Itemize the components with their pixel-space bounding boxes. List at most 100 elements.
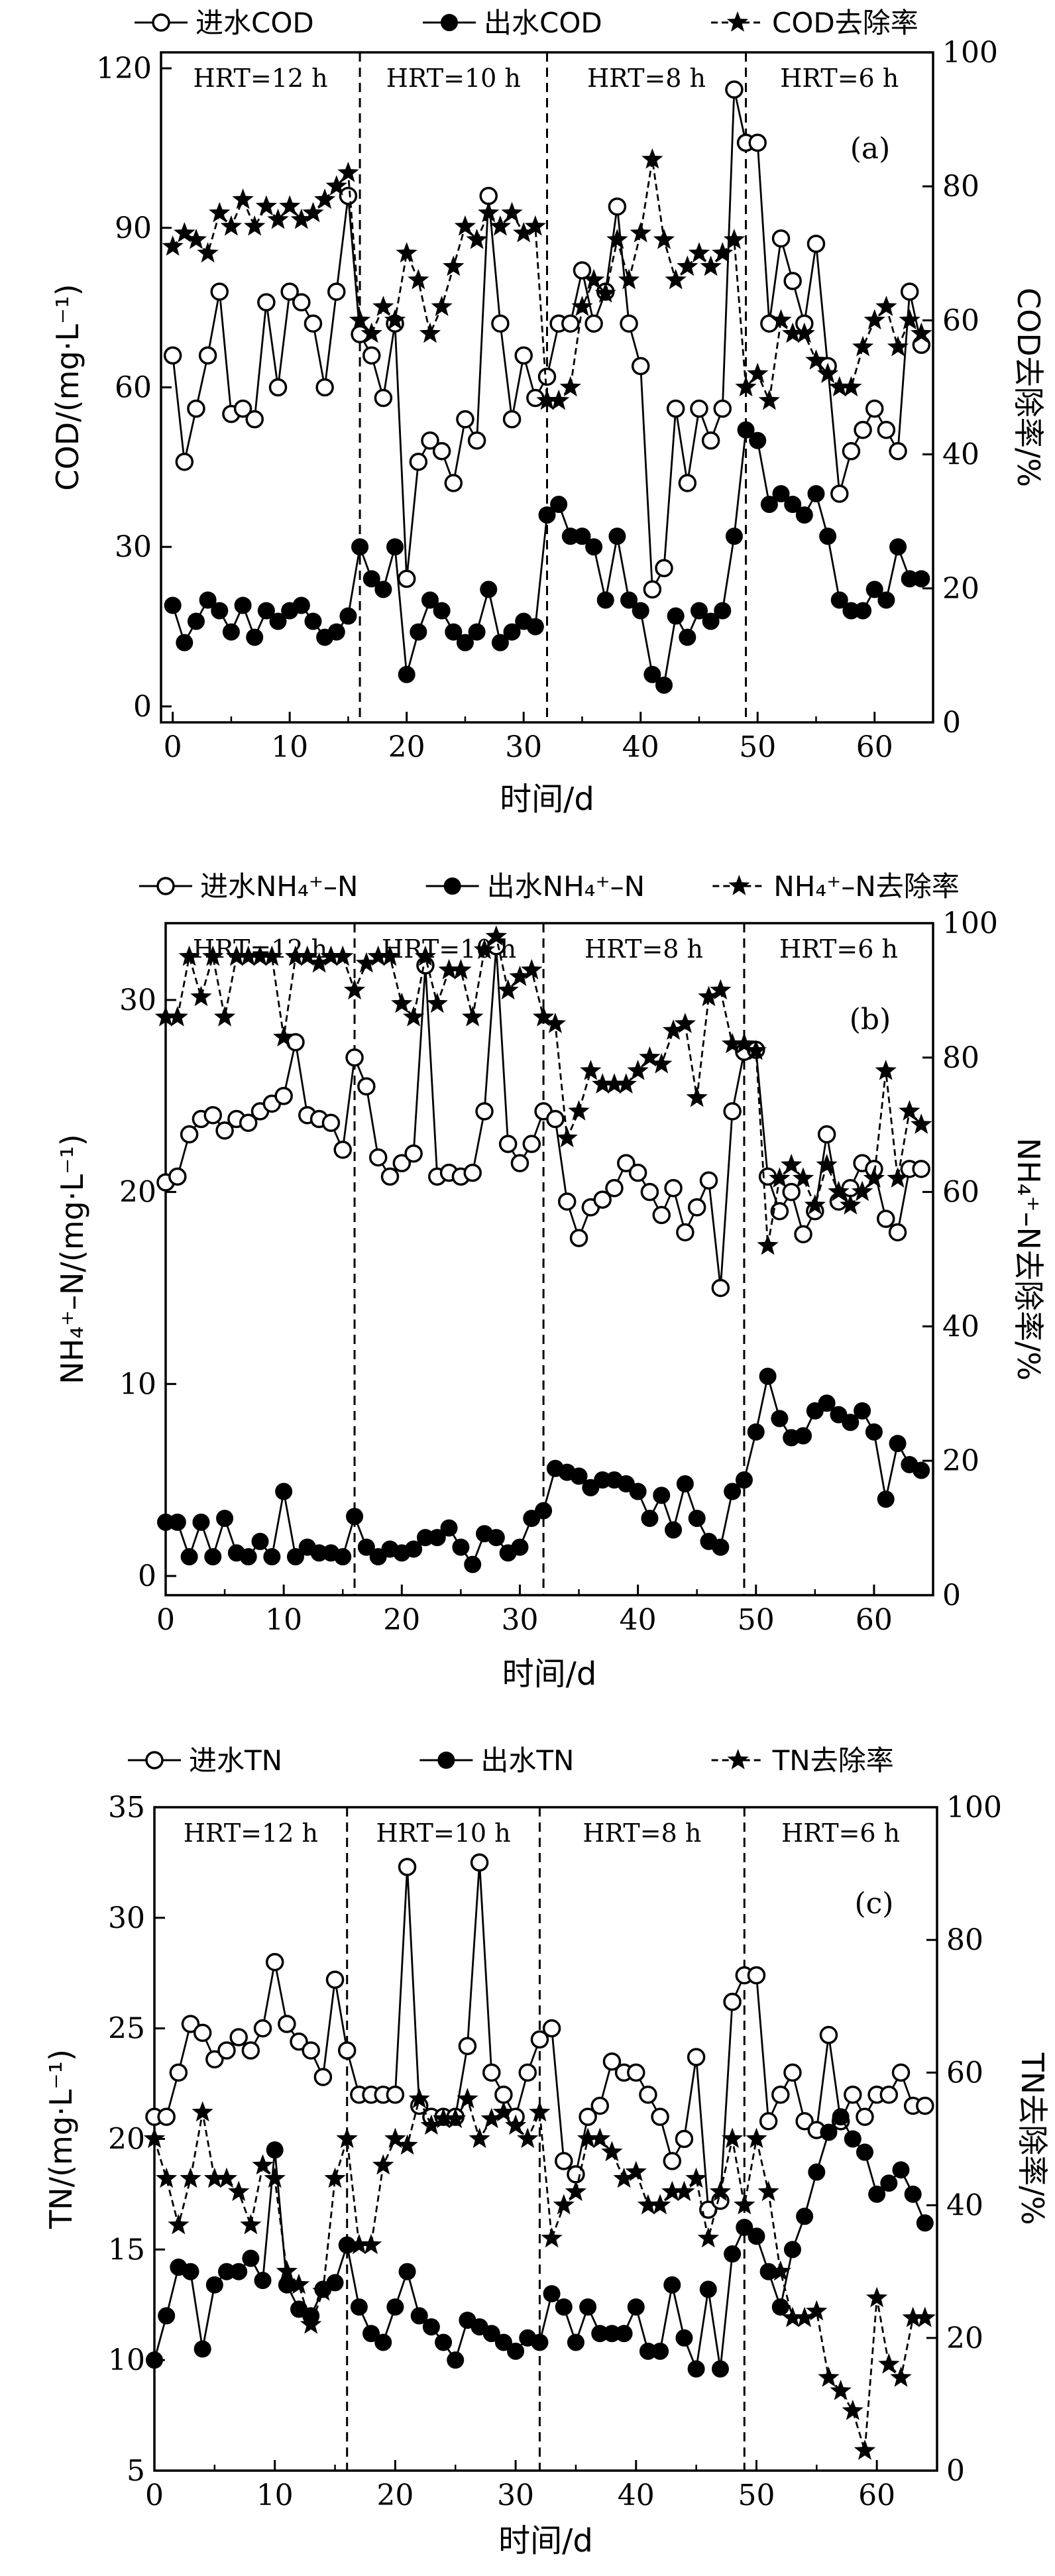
data-point: [687, 2360, 705, 2378]
data-point: [584, 314, 603, 333]
data-point: [168, 2213, 190, 2235]
legend-marker: [726, 11, 749, 32]
data-point: [723, 1992, 742, 2011]
data-point: [435, 2333, 453, 2351]
data-point: [854, 2439, 876, 2460]
data-point: [252, 2154, 274, 2175]
data-point: [734, 2194, 755, 2215]
data-point: [339, 607, 357, 625]
data-point: [199, 591, 217, 609]
data-point: [320, 945, 342, 966]
data-point: [865, 581, 883, 598]
data-point: [443, 255, 465, 276]
data-point: [577, 2127, 599, 2149]
data-point: [602, 2052, 622, 2071]
data-point: [544, 1013, 567, 1033]
data-point: [230, 2263, 248, 2280]
legend-label: 出水NH₄⁺–N: [487, 870, 645, 903]
data-point: [794, 2306, 816, 2327]
data-point: [710, 979, 732, 1000]
data-point: [892, 2161, 910, 2179]
data-point: [746, 2127, 767, 2149]
x-axis-title: 时间/d: [498, 2522, 593, 2559]
data-point: [440, 1519, 458, 1537]
data-point: [912, 1160, 930, 1178]
data-point: [480, 2107, 502, 2129]
data-point: [701, 431, 720, 450]
data-point: [863, 309, 885, 330]
data-point: [585, 538, 603, 556]
data-point: [489, 215, 512, 236]
data-point: [747, 1966, 766, 1985]
y2-axis-title: TN去除率/%: [1015, 2052, 1050, 2225]
data-point: [557, 1192, 577, 1211]
data-point: [225, 945, 248, 966]
y2-axis-title: COD去除率/%: [1011, 288, 1046, 487]
data-point: [783, 272, 802, 290]
data-point: [793, 322, 815, 343]
data-point: [398, 2263, 416, 2280]
legend-label: TN去除率: [772, 1744, 894, 1777]
data-point: [555, 2152, 573, 2170]
data-point: [889, 1435, 907, 1453]
data-point: [426, 992, 448, 1013]
data-point: [380, 1167, 400, 1186]
data-point: [841, 1179, 860, 1198]
data-point: [678, 474, 697, 492]
data-point: [507, 2342, 525, 2360]
data-point: [792, 1167, 814, 1188]
data-point: [589, 2127, 611, 2149]
chart-panel-a: 0 10 20 30 40 50 60 0 30 60 90 120 0 20 40 60 80 100 HRT=1…: [50, 7, 1046, 818]
data-point: [573, 261, 592, 280]
data-point: [405, 1540, 423, 1558]
data-point: [627, 2063, 645, 2082]
data-point: [517, 2127, 539, 2149]
legend-marker: [441, 14, 458, 31]
data-point: [253, 2019, 272, 2038]
data-point: [651, 1052, 673, 1074]
data-point: [478, 201, 500, 223]
data-point: [676, 1475, 694, 1492]
data-point: [526, 618, 544, 636]
data-point: [685, 2167, 707, 2188]
data-point: [769, 1167, 791, 1188]
hrt-label: HRT=6 h: [781, 1819, 900, 1848]
x-tick-label: 20: [376, 2479, 414, 2512]
data-point: [902, 2306, 924, 2327]
legend-label: 出水TN: [480, 1744, 574, 1777]
data-point: [348, 2233, 370, 2255]
data-point: [205, 2050, 224, 2069]
data-point: [651, 2107, 669, 2126]
y-tick-label: 20: [108, 2123, 145, 2156]
data-point: [503, 623, 521, 641]
data-point: [583, 268, 605, 290]
data-point: [187, 612, 205, 630]
data-point: [190, 985, 212, 1007]
y-tick-label: 30: [108, 1901, 145, 1935]
data-point: [372, 296, 394, 316]
data-point: [209, 201, 231, 223]
hrt-label: HRT=8 h: [587, 64, 706, 93]
data-point: [174, 222, 195, 243]
x-tick-label: 60: [858, 2479, 895, 2512]
data-point: [255, 195, 277, 216]
data-point: [781, 1154, 803, 1174]
data-point: [300, 2313, 322, 2334]
y2-tick-label: 40: [942, 438, 979, 472]
x-tick-label: 60: [856, 1603, 893, 1637]
data-point: [518, 2063, 537, 2082]
data-point: [735, 1471, 753, 1489]
data-point: [760, 496, 778, 514]
data-point: [346, 1508, 364, 1526]
data-point: [368, 1148, 388, 1167]
data-point: [854, 1402, 871, 1420]
plot-frame: [153, 1806, 938, 2472]
data-point: [398, 665, 416, 683]
data-point: [722, 2127, 744, 2149]
data-point: [351, 538, 369, 556]
data-point: [276, 2260, 298, 2281]
data-point: [637, 2194, 659, 2215]
data-point: [673, 2180, 695, 2202]
data-point: [749, 431, 767, 449]
x-tick-label: 40: [618, 2479, 655, 2512]
